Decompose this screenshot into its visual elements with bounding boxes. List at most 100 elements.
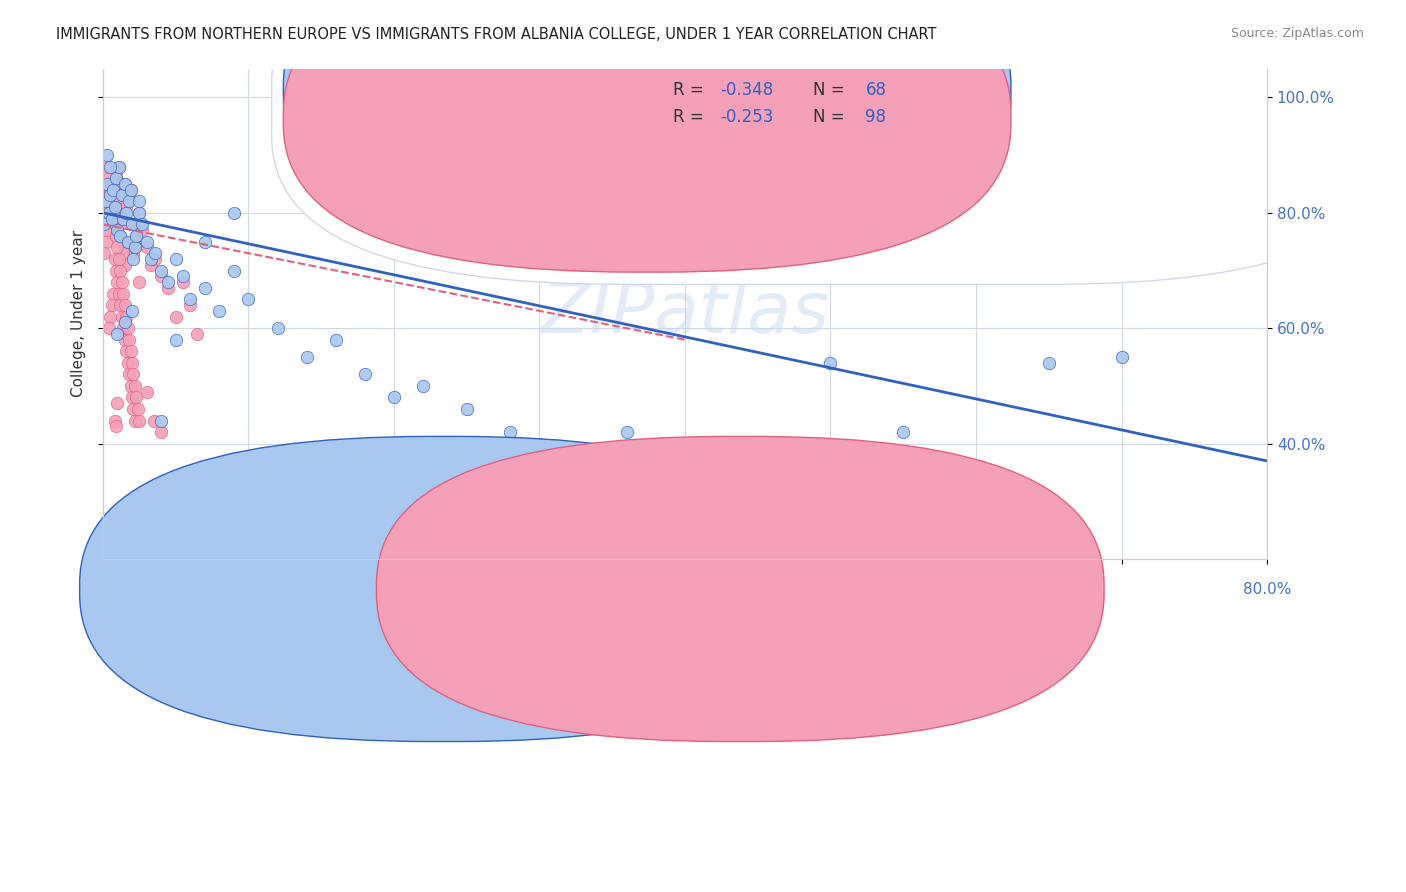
Point xyxy=(98,188,121,202)
Point xyxy=(97,321,120,335)
Point xyxy=(135,235,157,249)
Y-axis label: College, Under 1 year: College, Under 1 year xyxy=(72,230,86,397)
Point xyxy=(186,326,208,341)
Point xyxy=(112,211,135,226)
Point xyxy=(150,425,173,439)
Point xyxy=(114,298,136,312)
FancyBboxPatch shape xyxy=(284,0,1011,245)
Point xyxy=(128,275,150,289)
Point xyxy=(100,211,122,226)
Point xyxy=(143,252,166,266)
Point xyxy=(110,217,132,231)
Point xyxy=(499,425,522,439)
Point xyxy=(94,235,117,249)
FancyBboxPatch shape xyxy=(284,0,1011,272)
Point xyxy=(150,263,173,277)
Point xyxy=(105,419,128,434)
Point xyxy=(105,165,128,179)
Point xyxy=(382,391,405,405)
Point xyxy=(97,206,120,220)
Point xyxy=(121,217,143,231)
Point xyxy=(101,206,124,220)
Point xyxy=(110,228,132,243)
Point xyxy=(125,228,148,243)
Point xyxy=(96,223,118,237)
Point xyxy=(98,160,121,174)
Point xyxy=(107,326,129,341)
Text: IMMIGRANTS FROM NORTHERN EUROPE VS IMMIGRANTS FROM ALBANIA COLLEGE, UNDER 1 YEAR: IMMIGRANTS FROM NORTHERN EUROPE VS IMMIG… xyxy=(56,27,936,42)
Point xyxy=(108,286,131,301)
Point xyxy=(111,188,134,202)
Point xyxy=(94,194,117,209)
Point xyxy=(112,321,135,335)
Point xyxy=(529,436,551,450)
FancyBboxPatch shape xyxy=(377,436,1104,741)
Point xyxy=(96,160,118,174)
Point xyxy=(93,217,115,231)
Point xyxy=(135,384,157,399)
Point xyxy=(115,200,138,214)
Point xyxy=(105,228,128,243)
Point xyxy=(118,368,141,382)
Point xyxy=(456,402,478,417)
Point xyxy=(120,183,142,197)
Point xyxy=(165,333,187,347)
Point xyxy=(103,200,125,214)
Text: 98: 98 xyxy=(866,108,886,126)
Point xyxy=(295,350,318,364)
Point xyxy=(124,379,146,393)
Point xyxy=(135,240,157,254)
Point xyxy=(107,396,129,410)
Point xyxy=(112,246,135,260)
Point xyxy=(103,200,125,214)
Point xyxy=(172,275,194,289)
Text: -0.253: -0.253 xyxy=(720,108,773,126)
Point xyxy=(100,194,122,209)
Point xyxy=(673,448,696,462)
Text: R =: R = xyxy=(673,80,710,99)
Point xyxy=(222,263,245,277)
Point xyxy=(124,240,146,254)
Point xyxy=(194,235,217,249)
Point xyxy=(157,275,180,289)
Point xyxy=(112,286,135,301)
Point xyxy=(101,183,124,197)
Point xyxy=(98,183,121,197)
Point xyxy=(100,211,122,226)
Point xyxy=(108,252,131,266)
Point xyxy=(111,188,134,202)
Point xyxy=(266,321,288,335)
FancyBboxPatch shape xyxy=(271,0,1400,285)
Point xyxy=(172,269,194,284)
Point xyxy=(139,258,162,272)
Point xyxy=(122,252,145,266)
Point xyxy=(499,102,522,116)
Point xyxy=(112,211,135,226)
Point xyxy=(128,413,150,427)
Point xyxy=(747,459,769,474)
Point xyxy=(103,252,125,266)
Point xyxy=(121,217,143,231)
Point xyxy=(107,223,129,237)
Point xyxy=(110,228,132,243)
Point xyxy=(139,252,162,266)
Text: 0.0%: 0.0% xyxy=(83,582,122,597)
Point xyxy=(105,263,128,277)
Point xyxy=(142,413,165,427)
Point xyxy=(101,183,124,197)
Point xyxy=(121,304,143,318)
Point xyxy=(108,160,131,174)
Point xyxy=(111,235,134,249)
Point xyxy=(114,315,136,329)
Point xyxy=(110,263,132,277)
Text: N =: N = xyxy=(813,80,849,99)
Point xyxy=(103,217,125,231)
Point xyxy=(118,194,141,209)
Point xyxy=(107,240,129,254)
Point xyxy=(325,333,347,347)
Point xyxy=(131,223,153,237)
Point xyxy=(115,310,138,324)
Point xyxy=(121,356,143,370)
Point xyxy=(98,200,121,214)
Point xyxy=(118,333,141,347)
